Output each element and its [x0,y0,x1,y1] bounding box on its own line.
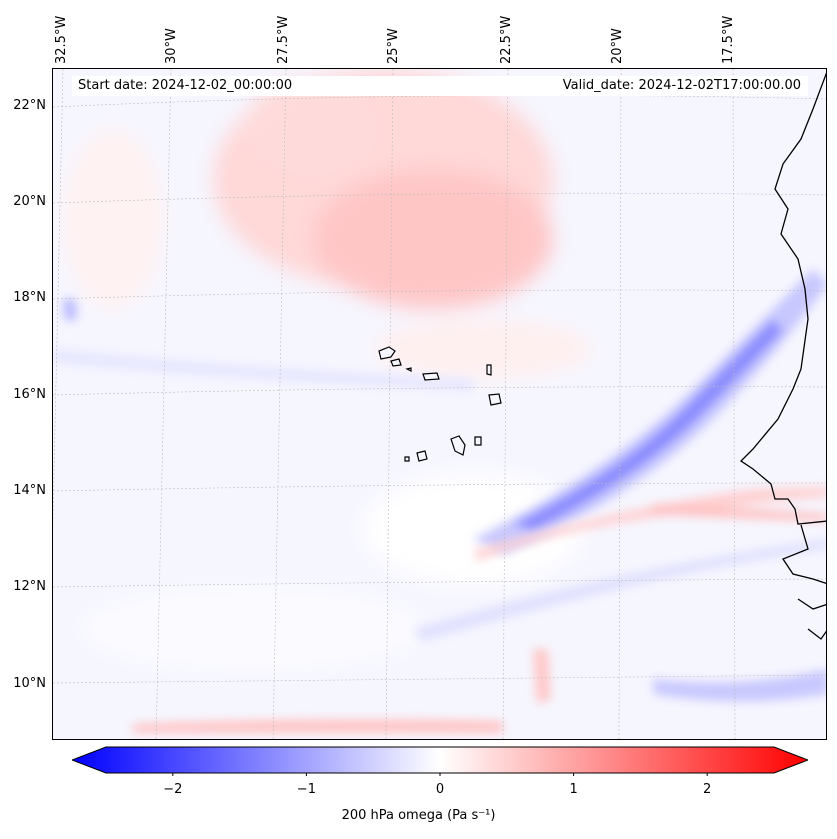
lat-label-12n: 12°N [13,579,46,594]
colorbar [72,746,808,776]
rising-band [53,269,826,702]
colorbar-tick-label: 2 [703,782,712,797]
colorbar-tick-label: 1 [569,782,578,797]
positive-streaks [133,487,826,733]
lat-label-22n: 22°N [13,98,46,113]
lon-label-32-5w: 32.5°W [54,15,69,64]
cape-verde-islands [378,346,502,462]
colorbar-body [72,746,808,774]
lat-label-18n: 18°N [13,290,46,305]
lon-label-20w: 20°W [610,28,625,64]
lat-label-20n: 20°N [13,194,46,209]
lon-label-22-5w: 22.5°W [499,15,514,64]
colorbar-tick-label: 0 [435,782,445,797]
lat-label-10n: 10°N [13,676,46,691]
start-date: Start date: 2024-12-02_00:00:00 [78,78,293,93]
coastline [739,72,826,640]
header-strip [72,76,808,96]
lon-label-30w: 30°W [164,28,179,64]
lat-label-16n: 16°N [13,387,46,402]
map-panel [52,68,827,740]
lon-label-17-5w: 17.5°W [721,15,736,64]
valid-date: Valid_date: 2024-12-02T17:00:00.00 [562,78,801,93]
lon-label-25w: 25°W [386,28,401,64]
sinking-region [63,69,593,379]
lat-label-14n: 14°N [13,483,46,498]
colorbar-tick-label: −2 [163,782,183,797]
colorbar-label: 200 hPa omega (Pa s⁻¹) [341,808,496,823]
lon-label-27-5w: 27.5°W [276,15,291,64]
graticule [53,69,826,739]
neutral-patches [83,474,583,669]
colorbar-tick-label: −1 [296,782,316,797]
omega-field [53,69,826,739]
